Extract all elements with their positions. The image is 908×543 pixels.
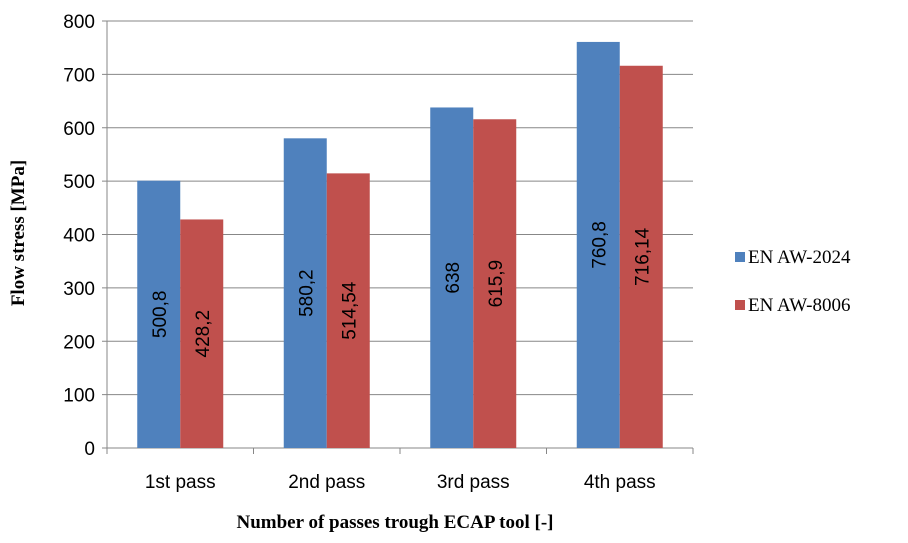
- x-axis-title: Number of passes trough ECAP tool [-]: [236, 512, 553, 533]
- legend-swatch-en-aw-2024: [735, 252, 745, 262]
- x-tick-label-1: 1st pass: [145, 472, 216, 493]
- y-tick-label-0: 0: [84, 439, 95, 460]
- y-tick-label-200: 200: [63, 332, 95, 353]
- data-label-series-1-cat-3: 638: [443, 262, 464, 294]
- bar-series-1-cat-3: [430, 107, 474, 448]
- bar-series-1-cat-4: [576, 41, 620, 448]
- y-tick-label-300: 300: [63, 279, 95, 300]
- y-tick-label-100: 100: [63, 386, 95, 407]
- legend: EN AW-2024 EN AW-8006: [735, 247, 851, 316]
- data-label-series-1-cat-4: 760,8: [589, 221, 610, 269]
- y-tick-label-800: 800: [63, 12, 95, 33]
- data-label-series-1-cat-1: 500,8: [150, 291, 171, 339]
- bar-series-2-cat-1: [180, 219, 224, 448]
- bar-series-2-cat-2: [326, 173, 370, 449]
- data-labels: 500,8 428,2 580,2 514,54 638 615,9 760,8 716,14: [150, 221, 654, 357]
- bar-series-2-cat-3: [473, 119, 517, 449]
- legend-label-en-aw-2024: EN AW-2024: [748, 247, 851, 268]
- legend-swatch-en-aw-8006: [735, 300, 745, 310]
- data-label-series-2-cat-2: 514,54: [339, 281, 360, 340]
- legend-label-en-aw-8006: EN AW-8006: [748, 295, 850, 316]
- bar-series-1-cat-1: [137, 180, 181, 448]
- data-label-series-2-cat-3: 615,9: [486, 260, 507, 308]
- y-tick-label-600: 600: [63, 119, 95, 140]
- bar-series-2-cat-4: [619, 65, 663, 448]
- x-tick-label-4: 4th pass: [584, 472, 656, 493]
- y-tick-label-400: 400: [63, 226, 95, 247]
- bar-series-1-cat-2: [283, 138, 327, 449]
- x-tick-label-2: 2nd pass: [288, 472, 365, 493]
- y-tick-label-500: 500: [63, 172, 95, 193]
- y-axis-title: Flow stress [MPa]: [8, 160, 29, 306]
- axes: 0 100 200 300 400 500 600 700 800 1st pass 2nd pas…: [63, 12, 694, 493]
- y-tick-label-700: 700: [63, 65, 95, 86]
- bars: [137, 41, 663, 449]
- x-tick-label-3: 3rd pass: [437, 472, 510, 493]
- data-label-series-1-cat-2: 580,2: [296, 269, 317, 317]
- data-label-series-2-cat-1: 428,2: [193, 310, 214, 358]
- data-label-series-2-cat-4: 716,14: [632, 227, 653, 286]
